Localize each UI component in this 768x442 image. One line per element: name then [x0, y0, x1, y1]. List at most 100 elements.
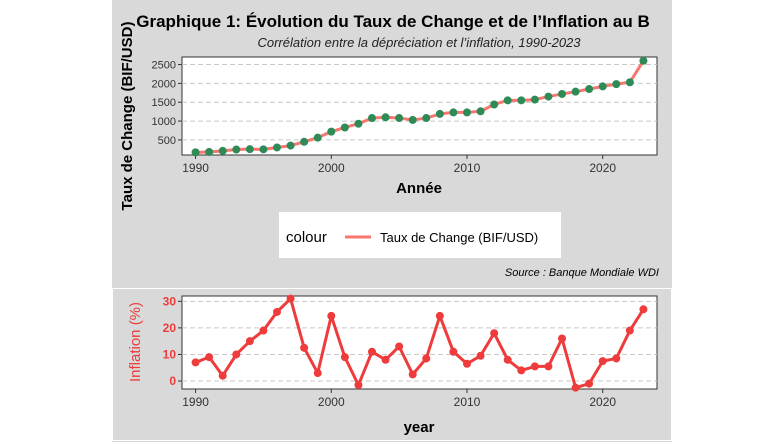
- data-point: [245, 337, 254, 346]
- data-point: [476, 107, 485, 116]
- y-tick-label: 2500: [152, 60, 176, 72]
- bottom-y-axis-label: Inflation (%): [127, 302, 144, 382]
- data-point: [205, 353, 214, 362]
- x-tick-label: 2000: [318, 395, 345, 409]
- data-point: [259, 145, 268, 154]
- data-point: [232, 350, 241, 359]
- top-x-tick-labels: 1990 2000 2010 2020: [182, 155, 616, 175]
- data-point: [354, 381, 363, 390]
- data-point: [530, 362, 539, 371]
- bottom-figure-border: [112, 288, 672, 441]
- bottom-y-tick-labels: 0 10 20 30: [163, 294, 182, 388]
- data-point: [422, 114, 431, 123]
- data-point: [218, 371, 227, 380]
- data-point: [503, 96, 512, 105]
- data-point: [517, 96, 526, 105]
- top-y-axis-label: Taux de Change (BIF/USD): [119, 22, 136, 211]
- y-tick-label: 2000: [152, 78, 176, 90]
- data-point: [463, 108, 471, 117]
- bottom-plot-panel: [181, 295, 658, 390]
- data-point: [639, 56, 648, 65]
- chart-caption: Source : Banque Mondiale WDI: [505, 267, 659, 279]
- data-point: [585, 379, 594, 388]
- x-tick-label: 2020: [589, 395, 616, 409]
- data-point: [286, 294, 295, 303]
- data-point: [449, 108, 458, 117]
- top-x-axis-label: Année: [396, 180, 442, 197]
- data-point: [517, 366, 526, 375]
- data-point: [273, 307, 281, 316]
- data-point: [327, 127, 336, 136]
- data-point: [191, 358, 200, 367]
- data-point: [544, 92, 553, 101]
- data-point: [313, 133, 322, 142]
- data-point: [381, 113, 390, 122]
- x-tick-label: 2020: [589, 161, 616, 175]
- data-point: [558, 334, 566, 343]
- data-point: [381, 355, 390, 364]
- data-point: [449, 347, 458, 356]
- top-plot-panel: [181, 56, 658, 156]
- bottom-x-axis-label: year: [404, 419, 435, 436]
- data-point: [395, 342, 404, 351]
- data-point: [191, 148, 200, 157]
- data-point: [354, 119, 363, 128]
- legend-entry-label: Taux de Change (BIF/USD): [380, 230, 538, 245]
- data-point: [340, 353, 349, 362]
- y-tick-label: 10: [163, 347, 177, 361]
- data-point: [598, 82, 607, 91]
- x-tick-label: 1990: [182, 395, 209, 409]
- data-point: [205, 147, 214, 156]
- y-tick-label: 20: [163, 321, 177, 335]
- data-point: [625, 326, 634, 335]
- data-point: [598, 357, 607, 366]
- series-line: [195, 59, 645, 154]
- data-point: [530, 95, 539, 104]
- bottom-x-tick-labels: 1990 2000 2010 2020: [182, 389, 616, 409]
- data-point: [558, 89, 566, 98]
- data-point: [463, 359, 471, 368]
- y-tick-label: 1500: [152, 97, 176, 109]
- x-tick-label: 2010: [454, 161, 481, 175]
- data-point: [612, 354, 621, 363]
- bottom-series-layer: [191, 294, 648, 392]
- data-point: [503, 355, 512, 364]
- series-line: [195, 297, 645, 390]
- data-point: [639, 305, 648, 314]
- bottom-gridlines: [182, 300, 657, 382]
- chart-svg: Graphique 1: Évolution du Taux de Change…: [112, 12, 672, 441]
- data-point: [612, 80, 621, 89]
- data-point: [327, 311, 336, 320]
- data-point: [435, 311, 444, 320]
- data-point: [368, 347, 376, 356]
- chart-subtitle: Corrélation entre la dépréciation et l’i…: [257, 35, 581, 50]
- y-tick-label: 30: [163, 294, 177, 308]
- legend-title: colour: [286, 229, 327, 246]
- data-point: [245, 145, 254, 154]
- data-point: [259, 326, 268, 335]
- data-point: [625, 78, 634, 87]
- x-tick-label: 2010: [454, 395, 481, 409]
- data-point: [273, 143, 281, 152]
- data-point: [395, 114, 404, 123]
- data-point: [585, 85, 594, 94]
- data-point: [300, 137, 309, 146]
- y-tick-label: 1000: [152, 116, 176, 128]
- data-point: [571, 383, 580, 392]
- legend: colour Taux de Change (BIF/USD): [279, 212, 561, 258]
- data-point: [340, 123, 349, 132]
- top-y-tick-labels: 500 1000 1500 2000 2500: [152, 60, 182, 147]
- data-point: [313, 369, 322, 378]
- legend-box: [279, 212, 561, 258]
- top-gridlines: [182, 64, 657, 141]
- data-point: [435, 109, 444, 118]
- data-point: [544, 362, 553, 371]
- data-point: [286, 141, 295, 150]
- data-point: [571, 87, 580, 96]
- top-series-layer: [191, 56, 648, 157]
- chart-title: Graphique 1: Évolution du Taux de Change…: [136, 12, 650, 31]
- x-tick-label: 2000: [318, 161, 345, 175]
- data-point: [408, 115, 417, 124]
- data-point: [368, 114, 376, 123]
- data-point: [422, 354, 431, 363]
